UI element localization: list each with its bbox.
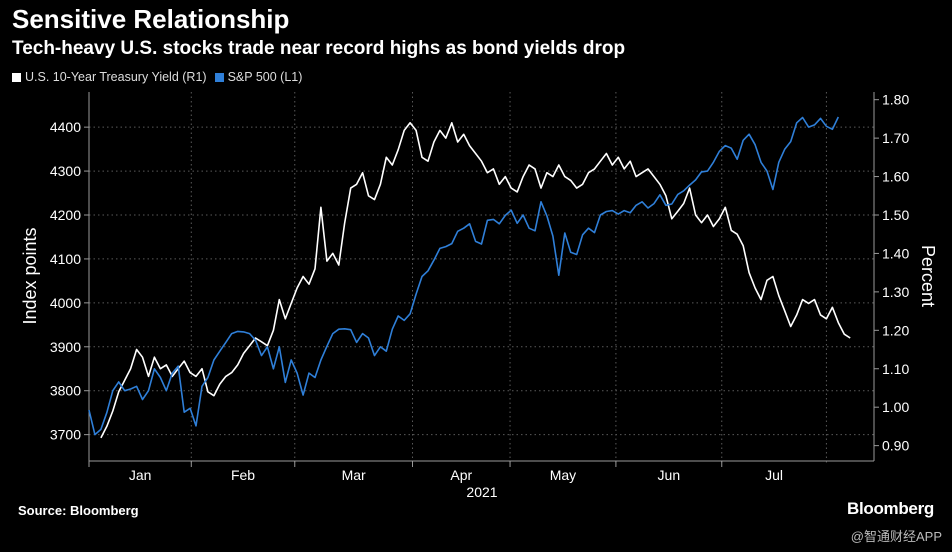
legend-label-sp500: S&P 500 (L1) — [227, 70, 303, 84]
y-right-tick-label: 1.40 — [882, 245, 909, 261]
y-axis-left-label: Index points — [20, 227, 40, 324]
y-right-tick-label: 1.80 — [882, 92, 909, 108]
y-left-tick-label: 4200 — [50, 207, 81, 223]
y-right-tick-label: 1.20 — [882, 322, 909, 338]
chart-title: Sensitive Relationship — [12, 4, 290, 34]
axes: 3700 3800 3900 4000 4100 4200 4300 4400 0.90 1.00… — [50, 92, 910, 483]
grid — [88, 92, 874, 463]
x-axis-year-label: 2021 — [466, 484, 497, 500]
watermark: @智通财经APP — [850, 529, 942, 544]
y-left-tick-label: 4300 — [50, 163, 81, 179]
legend-swatch-sp500 — [214, 72, 224, 82]
legend-label-treasury: U.S. 10-Year Treasury Yield (R1) — [25, 70, 207, 84]
legend-entry-sp500: S&P 500 (L1) — [214, 70, 303, 84]
y-right-tick-label: 1.50 — [882, 207, 909, 223]
legend-entry-treasury: U.S. 10-Year Treasury Yield (R1) — [12, 70, 207, 84]
y-right-tick-label: 1.10 — [882, 361, 909, 377]
series-lines — [88, 116, 851, 439]
y-left-tick-label: 4000 — [50, 295, 81, 311]
y-left-tick-label: 4400 — [50, 119, 81, 135]
y-left-tick-label: 4100 — [50, 251, 81, 267]
x-tick-label: Apr — [450, 467, 472, 483]
chart-subtitle: Tech-heavy U.S. stocks trade near record… — [12, 38, 626, 59]
y-axis-right-label: Percent — [918, 245, 938, 307]
legend: U.S. 10-Year Treasury Yield (R1) S&P 500… — [12, 70, 302, 84]
x-tick-label: Jan — [129, 467, 152, 483]
y-right-tick-label: 0.90 — [882, 438, 909, 454]
y-right-tick-label: 1.60 — [882, 169, 909, 185]
y-right-tick-label: 1.70 — [882, 130, 909, 146]
x-tick-label: May — [550, 467, 576, 483]
sp500-line — [88, 116, 840, 436]
y-left-tick-label: 3900 — [50, 339, 81, 355]
y-left-tick-label: 3800 — [50, 383, 81, 399]
x-tick-label: Feb — [231, 467, 255, 483]
y-left-tick-label: 3700 — [50, 427, 81, 443]
bloomberg-logo: Bloomberg — [846, 499, 934, 518]
x-tick-label: Jul — [765, 467, 783, 483]
y-right-tick-label: 1.00 — [882, 399, 909, 415]
y-right-tick-label: 1.30 — [882, 284, 909, 300]
x-tick-label: Jun — [658, 467, 681, 483]
legend-swatch-treasury — [12, 72, 21, 82]
treasury-yield-line — [100, 122, 851, 439]
x-tick-label: Mar — [342, 467, 366, 483]
source-note: Source: Bloomberg — [18, 503, 139, 518]
